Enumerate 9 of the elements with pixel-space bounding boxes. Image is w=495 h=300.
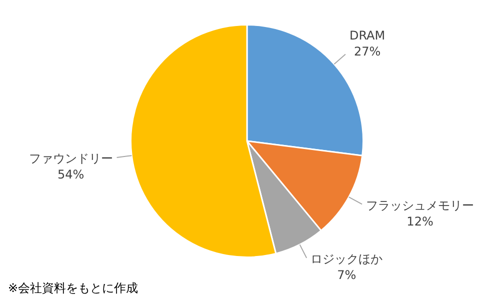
- slice-label: ファウンドリー: [28, 152, 113, 166]
- data-label: 7%: [337, 268, 356, 282]
- data-label: 54%: [57, 168, 84, 182]
- data-label: 27%: [354, 44, 381, 58]
- slice-label: フラッシュメモリー: [366, 198, 474, 212]
- slice-label: ロジックほか: [310, 252, 383, 266]
- text: ※会社資料をもとに作成: [8, 281, 138, 295]
- data-label: 12%: [406, 214, 434, 228]
- slice-label: DRAM: [349, 28, 386, 42]
